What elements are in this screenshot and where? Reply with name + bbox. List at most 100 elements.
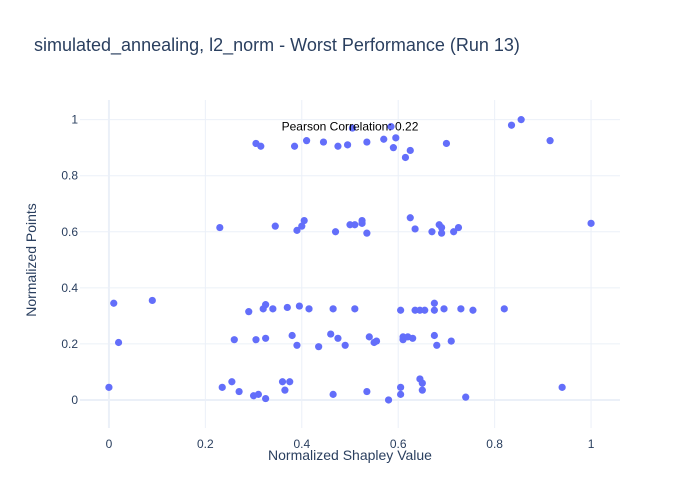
scatter-point [281, 386, 289, 394]
scatter-point [262, 394, 270, 403]
scatter-point [418, 386, 426, 394]
scatter-point [300, 216, 308, 225]
scatter-point [286, 378, 294, 386]
scatter-point [507, 121, 516, 129]
scatter-point [293, 341, 301, 349]
scatter-point [558, 383, 566, 391]
scatter-point [389, 144, 397, 152]
scatter-point [358, 216, 366, 225]
scatter-point [406, 214, 414, 222]
tick-labels: 0 0.2 0.4 0.6 0.8 1 0 0.2 0.4 0.6 0.8 1 [61, 113, 594, 451]
scatter-point [380, 135, 388, 143]
scatter-point [269, 305, 277, 313]
scatter-point [430, 299, 438, 307]
scatter-point [546, 137, 554, 145]
scatter-point [230, 336, 238, 344]
scatter-point [428, 228, 436, 236]
scatter-point [278, 378, 287, 386]
scatter-point [329, 305, 337, 313]
scatter-point [262, 334, 270, 342]
y-tick-label: 0.6 [61, 225, 78, 239]
scatter-point [348, 124, 357, 132]
scatter-point [430, 306, 438, 314]
scatter-point [245, 308, 253, 316]
scatter-point [293, 226, 301, 234]
scatter-point [114, 338, 123, 347]
scatter-point [397, 390, 405, 398]
scatter-point [341, 341, 349, 349]
scatter-point [587, 219, 595, 227]
scatter-point [462, 393, 470, 401]
y-tick-label: 1 [71, 113, 78, 127]
scatter-point [363, 229, 371, 237]
scatter-points [105, 116, 595, 404]
scatter-point [329, 390, 337, 398]
scatter-point [433, 341, 441, 349]
scatter-point [105, 383, 113, 391]
scatter-point [365, 333, 373, 341]
scatter-point [442, 139, 451, 148]
scatter-point [500, 305, 508, 313]
x-tick-label: 0.6 [390, 437, 407, 451]
scatter-point [438, 223, 446, 232]
scatter-point [363, 138, 371, 146]
scatter-point [421, 306, 429, 314]
scatter-point [401, 153, 410, 162]
scatter-point [331, 228, 340, 236]
scatter-point [283, 303, 291, 312]
scatter-point [271, 222, 279, 230]
scatter-point [454, 223, 463, 232]
scatter-point [387, 123, 395, 131]
chart-title: simulated_annealing, l2_norm - Worst Per… [34, 35, 520, 56]
pearson-annotation: Pearson Correlation: 0.22 [282, 120, 419, 134]
y-tick-label: 0.2 [61, 337, 78, 351]
scatter-point [517, 116, 525, 124]
scatter-point [110, 299, 118, 307]
scatter-point [262, 301, 270, 309]
scatter-point [295, 302, 303, 310]
scatter-point [228, 378, 236, 386]
scatter-point [303, 137, 311, 145]
scatter-point [351, 221, 359, 229]
scatter-point [218, 383, 226, 391]
scatter-point [384, 396, 393, 404]
x-tick-label: 0.2 [197, 437, 214, 451]
scatter-point [440, 305, 448, 313]
x-tick-label: 0.8 [486, 437, 503, 451]
scatter-point [363, 387, 371, 396]
y-axis-title: Normalized Points [23, 203, 39, 317]
scatter-point [438, 229, 446, 237]
y-tick-label: 0 [71, 393, 78, 407]
scatter-point [334, 334, 342, 342]
scatter-point [397, 383, 405, 391]
grid-layer [80, 100, 620, 428]
scatter-point [319, 138, 328, 146]
scatter-point [343, 141, 352, 149]
scatter-point [406, 146, 414, 155]
scatter-point [392, 134, 400, 142]
scatter-point [450, 228, 458, 236]
scatter-point [351, 305, 359, 313]
y-tick-label: 0.8 [61, 169, 78, 183]
scatter-point [372, 337, 381, 345]
x-tick-label: 1 [588, 437, 595, 451]
scatter-point [430, 331, 438, 340]
scatter-point [288, 331, 296, 340]
scatter-point [315, 343, 323, 351]
x-tick-label: 0 [106, 437, 113, 451]
scatter-point [257, 142, 265, 150]
scatter-point [298, 222, 306, 230]
scatter-point [334, 142, 342, 150]
scatter-point [418, 379, 426, 387]
scatter-point [469, 306, 477, 314]
x-axis-title: Normalized Shapley Value [268, 447, 432, 463]
scatter-point [409, 334, 417, 342]
scatter-point [216, 223, 224, 232]
scatter-point [457, 305, 465, 313]
scatter-point [235, 387, 243, 396]
scatter-point [305, 305, 313, 313]
scatter-point [290, 142, 299, 150]
scatter-point [447, 337, 455, 345]
